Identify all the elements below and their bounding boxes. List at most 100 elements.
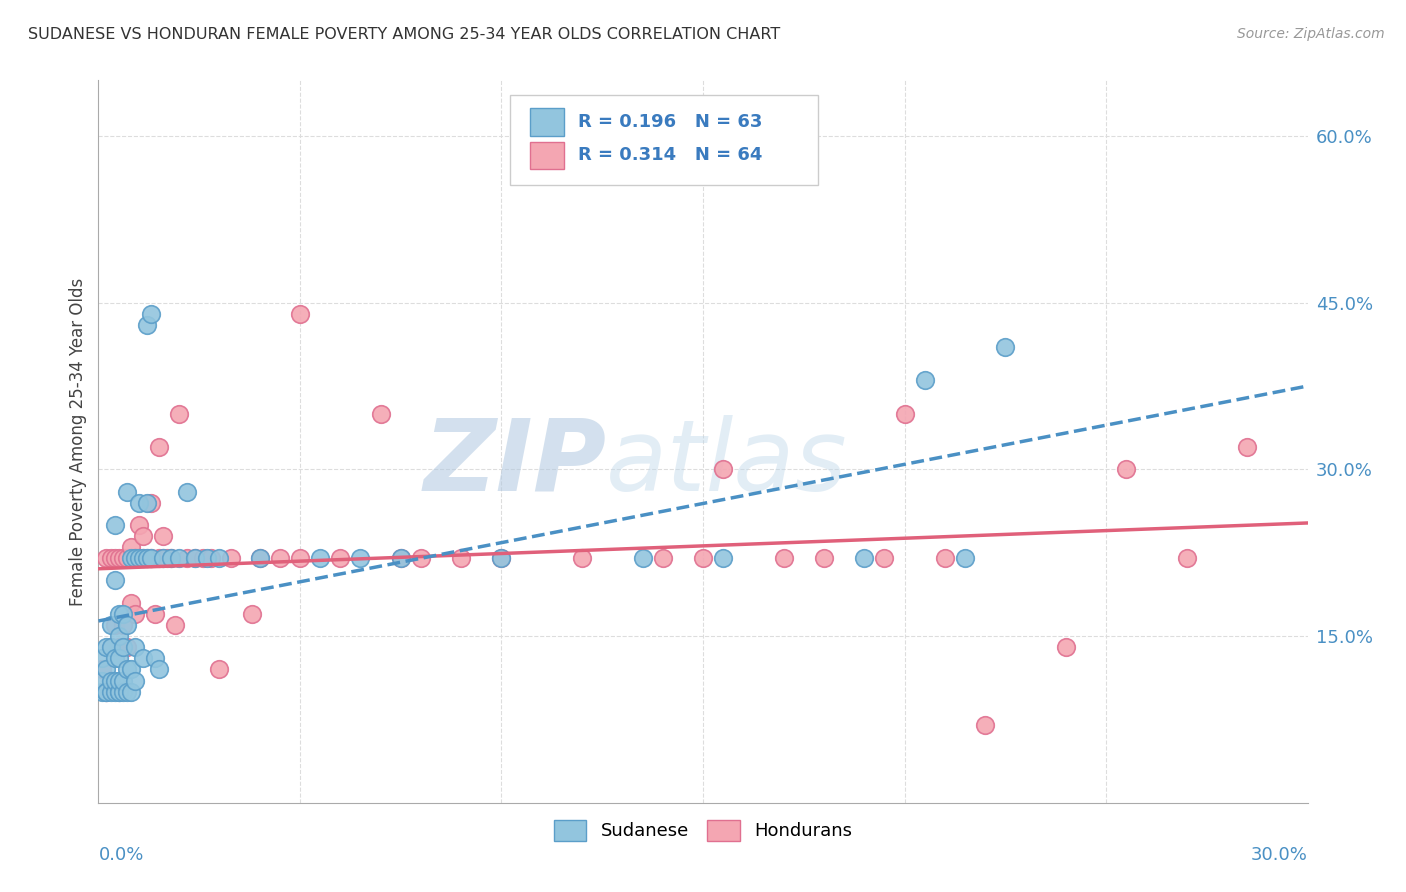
Point: [176, 484, 198, 499]
Point: [120, 540, 142, 554]
Point: [139, 307, 162, 321]
Point: [124, 551, 146, 566]
Point: [240, 607, 263, 621]
Point: [269, 551, 291, 566]
Point: [249, 551, 271, 566]
Point: [1054, 640, 1077, 655]
Point: [132, 551, 155, 566]
Point: [184, 551, 207, 566]
Point: [139, 551, 162, 566]
Point: [152, 551, 174, 566]
Point: [100, 673, 122, 688]
Point: [1236, 440, 1258, 454]
Point: [111, 684, 134, 698]
Point: [128, 551, 150, 566]
Point: [135, 551, 157, 566]
Point: [994, 340, 1017, 354]
Point: [135, 551, 157, 566]
Point: [370, 407, 392, 421]
Point: [96, 640, 118, 655]
Point: [96, 662, 118, 676]
Point: [309, 551, 332, 566]
Point: [711, 462, 734, 476]
Point: [208, 662, 231, 676]
Point: [409, 551, 432, 566]
Point: [974, 718, 997, 732]
Point: [135, 496, 157, 510]
Point: [139, 496, 162, 510]
Point: [491, 551, 513, 566]
Point: [124, 551, 146, 566]
Point: [914, 373, 936, 387]
Point: [103, 551, 125, 566]
Point: [103, 618, 125, 632]
Point: [893, 407, 915, 421]
Text: ZIP: ZIP: [423, 415, 606, 512]
Point: [91, 662, 114, 676]
Point: [115, 618, 138, 632]
Point: [148, 662, 170, 676]
Point: [100, 640, 122, 655]
Point: [115, 640, 138, 655]
Point: [167, 407, 190, 421]
Point: [953, 551, 976, 566]
Text: 30.0%: 30.0%: [1251, 847, 1308, 864]
Bar: [530, 109, 564, 136]
Point: [692, 551, 714, 566]
Point: [100, 618, 122, 632]
Point: [193, 551, 215, 566]
Point: [115, 684, 138, 698]
Point: [349, 551, 371, 566]
Point: [107, 684, 129, 698]
Point: [176, 551, 198, 566]
Point: [631, 551, 654, 566]
FancyBboxPatch shape: [509, 95, 818, 185]
Point: [120, 596, 142, 610]
Point: [135, 318, 157, 332]
Text: atlas: atlas: [606, 415, 848, 512]
Point: [103, 574, 125, 588]
Point: [124, 640, 146, 655]
Point: [91, 673, 114, 688]
Point: [124, 607, 146, 621]
Text: Source: ZipAtlas.com: Source: ZipAtlas.com: [1237, 27, 1385, 41]
Point: [288, 551, 311, 566]
Point: [1175, 551, 1198, 566]
Point: [103, 517, 125, 532]
Point: [711, 551, 734, 566]
Point: [96, 684, 118, 698]
Point: [873, 551, 896, 566]
Point: [152, 529, 174, 543]
Point: [143, 607, 166, 621]
Point: [132, 551, 155, 566]
Point: [813, 551, 835, 566]
Point: [139, 551, 162, 566]
Point: [100, 684, 122, 698]
Point: [107, 629, 129, 643]
Point: [111, 640, 134, 655]
Point: [389, 551, 412, 566]
Point: [143, 651, 166, 665]
Point: [103, 673, 125, 688]
Point: [96, 551, 118, 566]
Point: [853, 551, 876, 566]
Point: [128, 496, 150, 510]
Point: [200, 551, 222, 566]
Text: 0.0%: 0.0%: [98, 847, 143, 864]
Point: [571, 551, 593, 566]
Point: [115, 551, 138, 566]
Point: [132, 651, 155, 665]
Point: [107, 673, 129, 688]
Point: [103, 684, 125, 698]
Y-axis label: Female Poverty Among 25-34 Year Olds: Female Poverty Among 25-34 Year Olds: [69, 277, 87, 606]
Point: [96, 684, 118, 698]
Point: [450, 551, 472, 566]
Point: [100, 551, 122, 566]
Point: [651, 551, 673, 566]
Point: [120, 551, 142, 566]
Point: [132, 529, 155, 543]
Point: [115, 662, 138, 676]
Point: [184, 551, 207, 566]
Point: [389, 551, 412, 566]
Text: SUDANESE VS HONDURAN FEMALE POVERTY AMONG 25-34 YEAR OLDS CORRELATION CHART: SUDANESE VS HONDURAN FEMALE POVERTY AMON…: [28, 27, 780, 42]
